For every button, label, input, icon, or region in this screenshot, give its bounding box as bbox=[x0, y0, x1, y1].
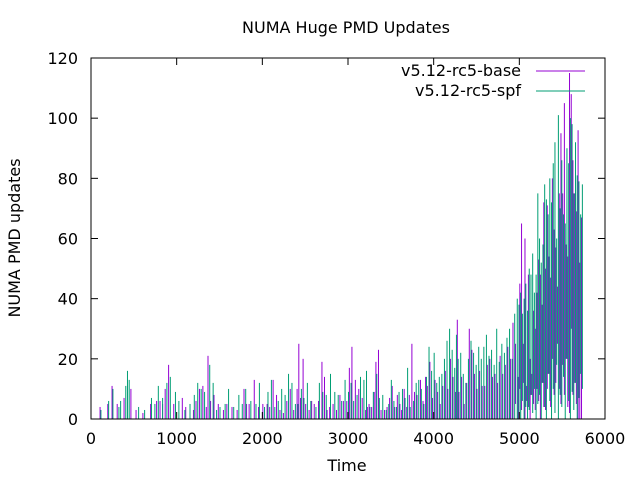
y-axis: 0 20 40 60 80 100 120 bbox=[47, 49, 605, 429]
chart-title: NUMA Huge PMD Updates bbox=[242, 18, 450, 37]
x-tick-label: 6000 bbox=[585, 429, 626, 448]
x-tick-label: 5000 bbox=[499, 429, 540, 448]
x-tick-label: 0 bbox=[86, 429, 96, 448]
series-v5.12-rc5-spf bbox=[100, 115, 583, 419]
legend-label: v5.12-rc5-spf bbox=[415, 81, 521, 100]
x-tick-label: 1000 bbox=[156, 429, 197, 448]
y-tick-label: 100 bbox=[47, 109, 78, 128]
y-tick-label: 80 bbox=[58, 169, 78, 188]
x-tick-label: 3000 bbox=[328, 429, 369, 448]
y-tick-label: 60 bbox=[58, 230, 78, 249]
x-tick-label: 2000 bbox=[242, 429, 283, 448]
series-layer bbox=[99, 73, 583, 419]
series-v5.12-rc5-base bbox=[99, 73, 583, 419]
y-tick-label: 40 bbox=[58, 290, 78, 309]
legend-label: v5.12-rc5-base bbox=[401, 61, 521, 80]
x-axis-label: Time bbox=[326, 456, 366, 475]
y-tick-label: 120 bbox=[47, 49, 78, 68]
y-tick-label: 0 bbox=[68, 410, 78, 429]
y-axis-label: NUMA PMD updates bbox=[5, 158, 24, 317]
x-tick-label: 4000 bbox=[413, 429, 454, 448]
y-tick-label: 20 bbox=[58, 350, 78, 369]
x-axis: 0 1000 2000 3000 4000 5000 6000 bbox=[86, 58, 625, 448]
